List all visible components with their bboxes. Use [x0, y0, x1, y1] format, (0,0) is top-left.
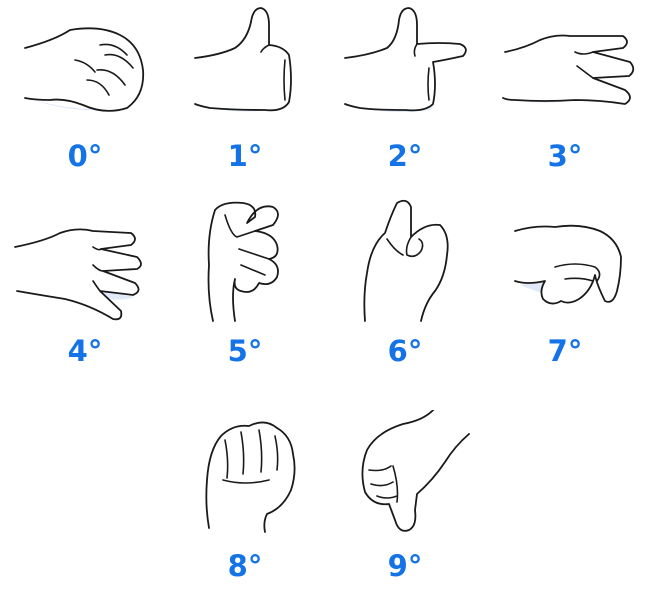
degree-label: 6°	[387, 334, 423, 368]
hand-thumb-up-icon	[194, 7, 292, 112]
hand-curled-pinch-icon	[24, 27, 145, 112]
hand-three-fingers-icon	[502, 34, 635, 105]
degree-label: 1°	[227, 139, 263, 173]
degree-label: 5°	[227, 334, 263, 368]
degree-label: 0°	[67, 139, 103, 173]
degree-label: 2°	[387, 139, 423, 173]
degree-label: 8°	[227, 549, 263, 583]
degree-label: 3°	[547, 139, 583, 173]
hand-thumb-index-icon	[344, 7, 467, 113]
degree-label: 4°	[67, 334, 103, 368]
hand-four-fingers-icon	[14, 228, 142, 321]
hand-bent-fingers-icon	[514, 224, 622, 305]
degree-label: 9°	[387, 549, 423, 583]
hand-curled-fingers-icon	[207, 201, 279, 322]
hand-thumb-down-icon	[361, 410, 470, 532]
hand-fist-icon	[205, 421, 296, 533]
hand-thumb-raised-fist-icon	[363, 199, 449, 322]
degree-label: 7°	[547, 334, 583, 368]
